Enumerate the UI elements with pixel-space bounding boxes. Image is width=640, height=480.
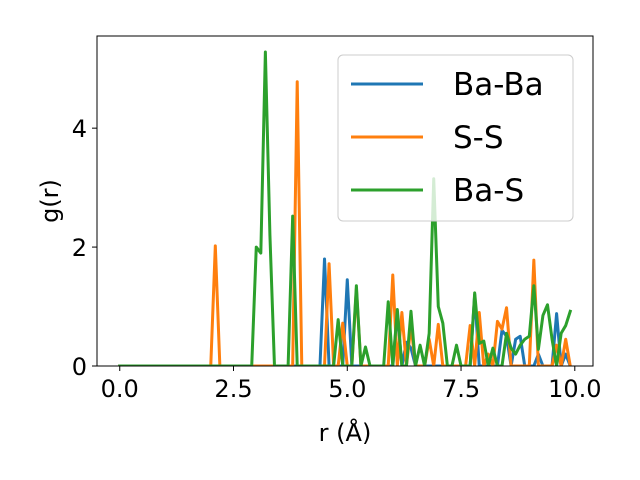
y-tick-label: 4 xyxy=(72,115,87,143)
plot-frame xyxy=(96,35,594,367)
y-tick-label: 0 xyxy=(72,353,87,381)
y-tick-label: 2 xyxy=(72,234,87,262)
x-tick-label: 10.0 xyxy=(548,375,601,403)
x-tick-label: 7.5 xyxy=(442,375,480,403)
legend-label: S-S xyxy=(453,120,504,156)
series-line-ba-s xyxy=(118,50,573,366)
x-tick-label: 0.0 xyxy=(101,375,139,403)
series-layer xyxy=(118,50,573,366)
ticks-layer: 0.0 2.5 5.0 7.5 10.0 0 2 4 xyxy=(72,115,602,403)
series-line-ba-ba xyxy=(118,257,572,366)
legend-box xyxy=(337,54,574,222)
legend-label: Ba-Ba xyxy=(453,67,544,103)
x-tick-label: 2.5 xyxy=(214,375,252,403)
legend-label: Ba-S xyxy=(453,173,524,209)
x-tick-label: 5.0 xyxy=(328,375,366,403)
series-line-s-s xyxy=(118,80,572,366)
y-axis-label: g(r) xyxy=(36,179,64,223)
legend: Ba-Ba S-S Ba-S xyxy=(337,54,574,222)
x-axis-label: r (Å) xyxy=(319,418,372,447)
